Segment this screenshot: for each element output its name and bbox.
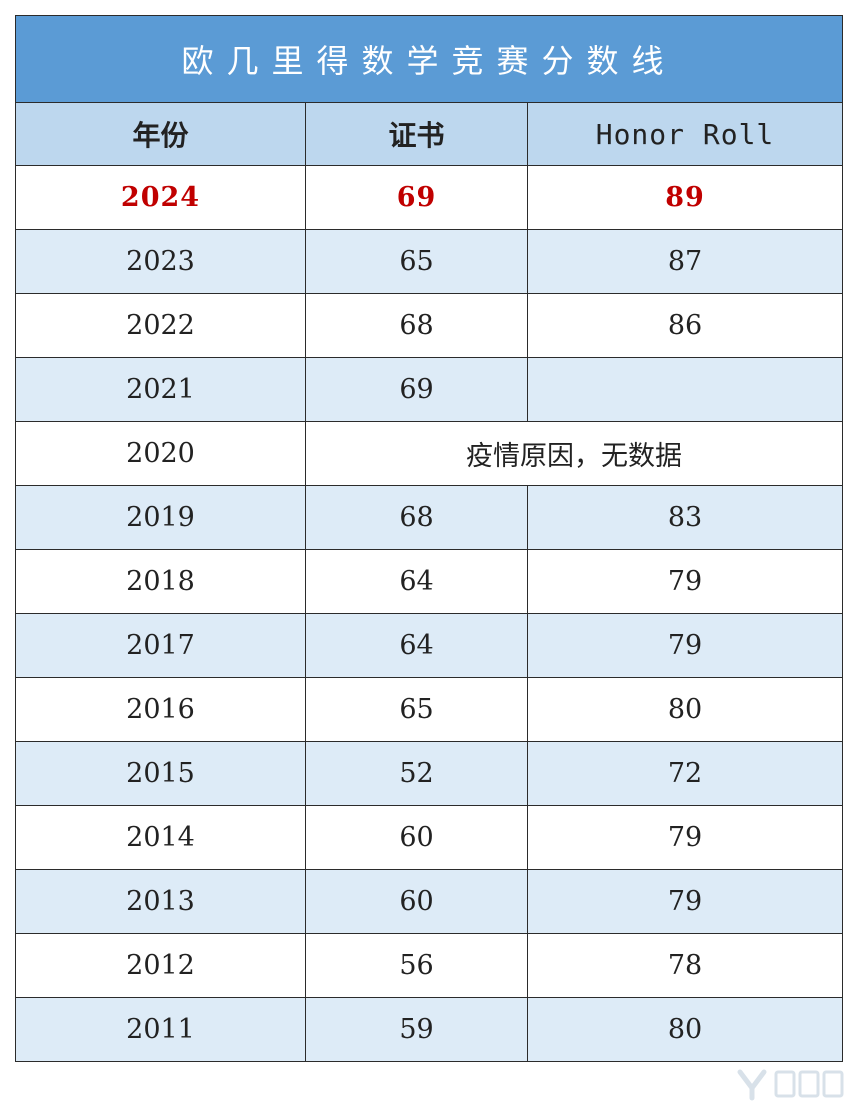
table-row-2017: 2017 64 79: [15, 613, 844, 678]
honor-roll-cell: 89: [526, 165, 844, 230]
table-row-2022: 2022 68 86: [15, 293, 844, 358]
table-row-2012: 2012 56 78: [15, 933, 844, 998]
table-row-2016: 2016 65 80: [15, 677, 844, 742]
year-cell: 2020: [15, 421, 306, 486]
certificate-cell: 64: [305, 549, 528, 614]
column-header-certificate: 证书: [305, 102, 528, 166]
score-table-container: 欧几里得数学竞赛分数线 年份 证书 Honor Roll 2024 69 89 …: [14, 15, 844, 1062]
year-cell: 2021: [15, 357, 306, 422]
table-row-2015: 2015 52 72: [15, 741, 844, 806]
certificate-cell: 59: [305, 997, 528, 1062]
certificate-cell: 56: [305, 933, 528, 998]
honor-roll-cell: 86: [526, 293, 844, 358]
certificate-cell: 68: [305, 293, 528, 358]
honor-roll-cell: 79: [526, 549, 844, 614]
year-cell: 2015: [15, 741, 306, 806]
honor-roll-cell: 79: [526, 869, 844, 934]
table-row-2021: 2021 69: [15, 357, 844, 422]
year-cell: 2017: [15, 613, 306, 678]
year-cell: 2013: [15, 869, 306, 934]
year-cell: 2016: [15, 677, 306, 742]
table-row-2018: 2018 64 79: [15, 549, 844, 614]
honor-roll-cell: [526, 357, 844, 422]
honor-roll-cell: 79: [526, 805, 844, 870]
certificate-cell: 69: [305, 165, 528, 230]
certificate-cell: 69: [305, 357, 528, 422]
honor-roll-cell: 80: [526, 997, 844, 1062]
year-cell: 2022: [15, 293, 306, 358]
year-cell: 2012: [15, 933, 306, 998]
score-cutoff-table: 欧几里得数学竞赛分数线 年份 证书 Honor Roll 2024 69 89 …: [14, 15, 844, 1062]
header-row: 年份 证书 Honor Roll: [15, 102, 844, 166]
table-row-2020: 2020 疫情原因，无数据: [15, 421, 844, 486]
column-header-year: 年份: [15, 102, 306, 166]
certificate-cell: 64: [305, 613, 528, 678]
certificate-cell: 68: [305, 485, 528, 550]
watermark-logo-icon: [737, 1069, 844, 1101]
certificate-cell: 65: [305, 229, 528, 294]
table-row-2013: 2013 60 79: [15, 869, 844, 934]
honor-roll-cell: 79: [526, 613, 844, 678]
year-cell: 2014: [15, 805, 306, 870]
certificate-cell: 60: [305, 869, 528, 934]
year-cell: 2024: [15, 165, 306, 230]
table-row-2023: 2023 65 87: [15, 229, 844, 294]
year-cell: 2011: [15, 997, 306, 1062]
table-row-2024: 2024 69 89: [15, 165, 844, 230]
honor-roll-cell: 72: [526, 741, 844, 806]
honor-roll-cell: 78: [526, 933, 844, 998]
certificate-cell: 60: [305, 805, 528, 870]
year-cell: 2023: [15, 229, 306, 294]
title-row: 欧几里得数学竞赛分数线: [14, 15, 844, 103]
honor-roll-cell: 80: [526, 677, 844, 742]
certificate-cell: 52: [305, 741, 528, 806]
column-header-honor-roll: Honor Roll: [526, 102, 844, 166]
certificate-cell: 65: [305, 677, 528, 742]
year-cell: 2019: [15, 485, 306, 550]
table-title: 欧几里得数学竞赛分数线: [14, 15, 844, 103]
no-data-note: 疫情原因，无数据: [304, 421, 844, 486]
table-row-2019: 2019 68 83: [15, 485, 844, 550]
table-row-2014: 2014 60 79: [15, 805, 844, 870]
table-row-2011: 2011 59 80: [15, 997, 844, 1062]
year-cell: 2018: [15, 549, 306, 614]
honor-roll-cell: 83: [526, 485, 844, 550]
honor-roll-cell: 87: [526, 229, 844, 294]
